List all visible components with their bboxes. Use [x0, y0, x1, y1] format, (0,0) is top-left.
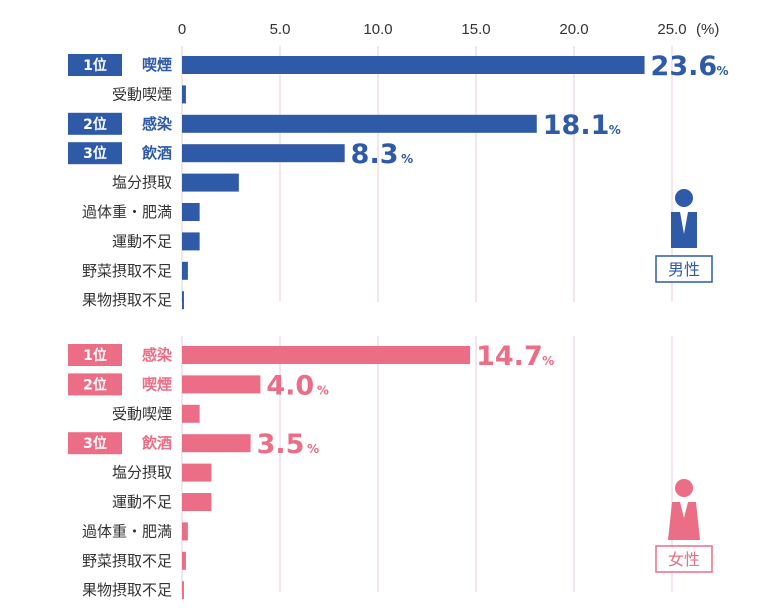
- bar: [182, 581, 184, 600]
- rank-label: 1位: [83, 347, 107, 364]
- rank-badge: [68, 112, 122, 135]
- category-label: 感染: [142, 346, 173, 364]
- rank-badge: [68, 142, 122, 165]
- bar: [182, 434, 251, 453]
- bar: [182, 261, 188, 280]
- value-label: 8.3: [351, 139, 399, 170]
- x-tick-label: 10.0: [363, 21, 392, 38]
- bar: [182, 203, 200, 221]
- category-label: 受動喫煙: [112, 85, 172, 103]
- category-label: 塩分摂取: [112, 464, 172, 482]
- category-label: 受動喫煙: [112, 405, 172, 423]
- value-label: 23.6: [651, 51, 718, 82]
- category-label: 野菜摂取不足: [82, 552, 172, 570]
- rank-label: 3位: [83, 145, 107, 162]
- category-label: 運動不足: [112, 232, 172, 250]
- value-unit: %: [317, 383, 329, 397]
- bar: [182, 114, 537, 133]
- rank-badge: [68, 54, 122, 76]
- x-tick-label: 5.0: [270, 21, 291, 38]
- female-body-icon: [668, 502, 700, 540]
- category-label: 喫煙: [142, 56, 172, 74]
- value-unit: %: [307, 442, 319, 456]
- x-tick-label: 20.0: [559, 21, 588, 38]
- x-unit-label: (%): [696, 21, 719, 38]
- gender-label: 男性: [668, 260, 700, 279]
- x-tick-label: 15.0: [461, 21, 490, 38]
- category-label: 過体重・肥満: [82, 522, 172, 540]
- category-label: 飲酒: [141, 144, 172, 162]
- rank-label: 2位: [83, 376, 107, 393]
- bar: [182, 375, 261, 394]
- category-label: 過体重・肥満: [82, 203, 172, 221]
- tie-icon: [680, 212, 688, 234]
- bar: [182, 173, 239, 192]
- rank-badge: [68, 373, 122, 396]
- value-unit: %: [542, 354, 554, 368]
- category-label: 塩分摂取: [112, 174, 172, 192]
- bar: [182, 404, 200, 423]
- bar: [182, 144, 345, 163]
- category-label: 感染: [142, 115, 173, 133]
- rank-badge: [68, 432, 122, 455]
- category-label: 果物摂取不足: [82, 581, 172, 599]
- category-label: 運動不足: [112, 493, 172, 511]
- bar: [182, 551, 186, 570]
- bar: [182, 291, 184, 310]
- gender-label-box: [655, 545, 713, 573]
- rank-label: 1位: [83, 57, 107, 74]
- bar: [182, 346, 471, 364]
- value-unit: %: [717, 64, 729, 78]
- category-label: 喫煙: [142, 375, 172, 393]
- collar-icon: [680, 502, 688, 518]
- rank-label: 2位: [83, 116, 107, 133]
- bar: [182, 463, 212, 482]
- x-tick-label: 0: [178, 21, 186, 38]
- bar: [182, 493, 212, 511]
- value-label: 18.1: [543, 110, 610, 141]
- value-label: 3.5: [257, 429, 305, 460]
- bar: [182, 85, 186, 104]
- value-label: 14.7: [476, 341, 543, 372]
- bar: [182, 232, 200, 251]
- gender-label-box: [655, 255, 713, 283]
- category-label: 野菜摂取不足: [82, 262, 172, 280]
- bar: [182, 56, 645, 74]
- value-unit: %: [609, 123, 621, 137]
- rank-label: 3位: [83, 435, 107, 452]
- x-tick-label: 25.0: [657, 21, 686, 38]
- category-label: 果物摂取不足: [82, 291, 172, 309]
- category-label: 飲酒: [141, 434, 172, 452]
- value-label: 4.0: [266, 370, 314, 401]
- bar: [182, 522, 188, 541]
- male-person-icon: [675, 189, 693, 207]
- value-unit: %: [401, 152, 413, 166]
- female-person-icon: [675, 479, 693, 497]
- gender-label: 女性: [668, 550, 700, 569]
- rank-badge: [68, 344, 122, 366]
